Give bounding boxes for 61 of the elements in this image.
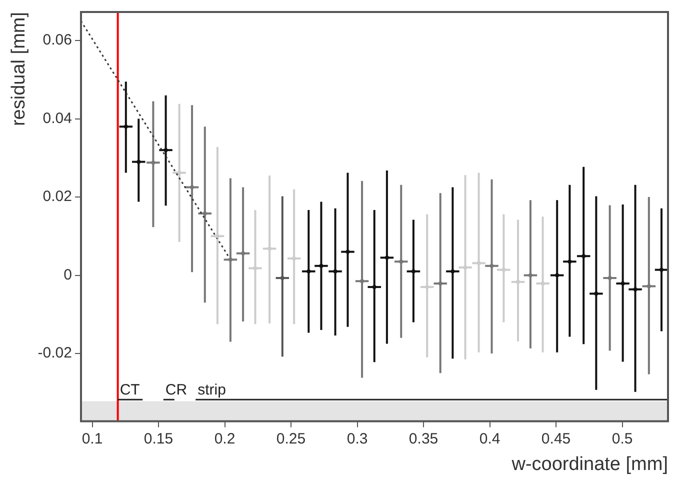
series-label: CT xyxy=(120,382,140,399)
point xyxy=(633,287,638,292)
point xyxy=(411,269,416,274)
point xyxy=(215,234,220,238)
point xyxy=(292,256,296,260)
y-tick-label: 0.06 xyxy=(42,32,72,49)
point xyxy=(660,268,664,272)
point xyxy=(568,260,572,264)
point xyxy=(608,276,612,280)
point xyxy=(384,256,389,260)
x-tick-label: 0.45 xyxy=(541,430,571,448)
x-tick-label: 0.15 xyxy=(144,430,174,448)
point xyxy=(399,260,404,264)
x-tick-label: 0.3 xyxy=(346,430,368,448)
point xyxy=(438,281,442,286)
point xyxy=(136,160,141,164)
y-tick-label: 0.04 xyxy=(42,110,72,127)
point xyxy=(476,261,481,266)
point xyxy=(463,265,468,270)
x-axis-title: w-coordinate [mm] xyxy=(510,454,668,475)
series-label: CR xyxy=(165,382,188,399)
point xyxy=(540,281,545,286)
x-tick-label: 0.1 xyxy=(82,430,103,448)
point xyxy=(241,251,246,256)
x-tick-label: 0.25 xyxy=(276,430,306,448)
point xyxy=(190,185,194,190)
point xyxy=(360,279,364,284)
point xyxy=(582,254,586,258)
point xyxy=(228,258,232,262)
point xyxy=(333,269,338,274)
point xyxy=(490,264,494,268)
series-label: strip xyxy=(198,382,226,399)
point xyxy=(425,285,430,290)
x-tick-label: 0.35 xyxy=(408,430,438,448)
point xyxy=(202,211,207,216)
point xyxy=(516,280,520,284)
point xyxy=(528,273,532,278)
point xyxy=(646,284,651,288)
point xyxy=(177,170,182,175)
point xyxy=(164,148,168,152)
point xyxy=(450,269,455,274)
point xyxy=(319,264,324,268)
point xyxy=(555,273,560,278)
x-tick-label: 0.4 xyxy=(479,430,500,448)
x-tick-label: 0.5 xyxy=(612,430,633,448)
y-tick-label: 0 xyxy=(64,266,72,284)
point xyxy=(346,250,350,254)
y-tick-label: -0.02 xyxy=(38,344,72,362)
point xyxy=(502,268,506,272)
y-tick-label: 0.02 xyxy=(42,188,72,206)
point xyxy=(306,269,311,274)
point xyxy=(151,160,156,165)
x-tick-label: 0.2 xyxy=(214,430,236,448)
point xyxy=(268,246,272,251)
point xyxy=(253,266,258,270)
point xyxy=(594,292,598,296)
point xyxy=(280,276,284,280)
point xyxy=(372,285,376,290)
y-axis-title: residual [mm] xyxy=(8,12,30,126)
point xyxy=(620,281,625,286)
point xyxy=(124,124,128,129)
